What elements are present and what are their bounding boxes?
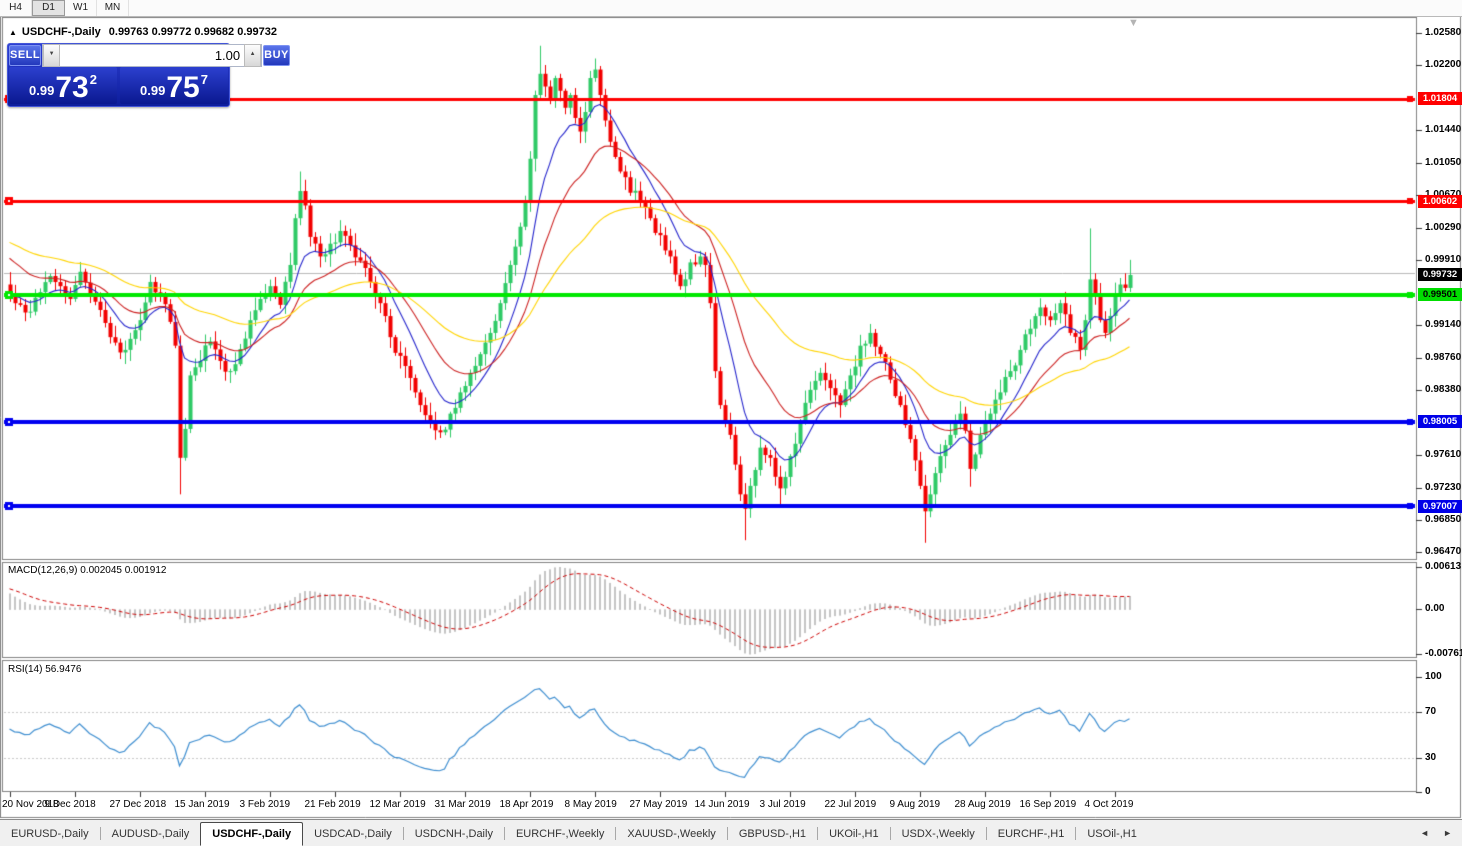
price-axis-label: 0.97230	[1425, 481, 1462, 493]
tab-scroll-right-icon[interactable]: ►	[1443, 828, 1452, 838]
price-level-badge: 0.99501	[1418, 288, 1462, 302]
timeframe-toolbar: H4 D1 W1 MN	[0, 0, 1462, 17]
price-axis-label: 0.96470	[1425, 546, 1462, 558]
date-axis-label: 9 Dec 2018	[44, 799, 96, 810]
date-axis-label: 21 Feb 2019	[304, 799, 361, 810]
buy-price-pip: 7	[200, 72, 208, 87]
timeframe-button-d1[interactable]: D1	[32, 0, 65, 16]
rsi-indicator-label: RSI(14) 56.9476	[8, 664, 82, 675]
tab-divider	[1075, 827, 1077, 840]
chart-symbol: USDCHF-,Daily	[21, 26, 101, 38]
price-axis-label: 0.99910	[1425, 253, 1462, 265]
rsi-axis-label: 30	[1425, 751, 1437, 763]
date-axis-label: 4 Oct 2019	[1084, 799, 1134, 810]
date-axis-label: 27 Dec 2018	[109, 799, 167, 810]
collapse-panel-icon[interactable]: ▲	[9, 28, 17, 37]
sell-price-small: 0.99	[29, 83, 55, 98]
date-axis-label: 9 Aug 2019	[889, 799, 941, 810]
chart-tab-usoil-h1[interactable]: USOil-,H1	[1087, 828, 1137, 840]
date-axis-label: 14 Jun 2019	[694, 799, 750, 810]
price-level-badge: 1.00602	[1418, 194, 1462, 208]
price-axis-label: 1.00290	[1425, 221, 1462, 233]
price-axis-label: 0.97610	[1425, 449, 1462, 461]
date-axis-label: 3 Jul 2019	[759, 799, 806, 810]
sell-price-pip: 2	[89, 72, 97, 87]
macd-axis-label: -0.00761	[1425, 648, 1462, 659]
timeframe-button-w1[interactable]: W1	[65, 0, 97, 16]
date-axis-label: 28 Aug 2019	[954, 799, 1011, 810]
date-axis-label: 15 Jan 2019	[174, 799, 230, 810]
buy-button[interactable]: BUY	[263, 45, 290, 66]
timeframe-button-mn[interactable]: MN	[97, 0, 129, 16]
price-level-badge: 1.01804	[1418, 92, 1462, 106]
sell-price-display[interactable]: 0.99 73 2	[9, 67, 117, 104]
macd-axis-label: 0.00	[1425, 603, 1445, 615]
chart-tab-usdcad-daily[interactable]: USDCAD-,Daily	[314, 828, 392, 840]
price-axis-label: 1.02580	[1425, 26, 1462, 38]
buy-price-big: 75	[166, 71, 200, 104]
tab-divider	[503, 827, 505, 840]
volume-input[interactable]	[60, 45, 245, 66]
price-axis-label: 1.01050	[1425, 156, 1462, 168]
current-price-badge: 0.99732	[1418, 268, 1462, 282]
rsi-axis-label: 0	[1425, 786, 1431, 797]
date-axis-label: 31 Mar 2019	[434, 799, 491, 810]
tab-divider	[615, 827, 617, 840]
buy-price-small: 0.99	[140, 83, 166, 98]
date-axis-label: 8 May 2019	[564, 799, 617, 810]
chart-ohlc-values: 0.99763 0.99772 0.99682 0.99732	[108, 26, 277, 38]
chart-tab-usdcnh-daily[interactable]: USDCNH-,Daily	[414, 828, 493, 840]
chart-tab-ukoil-h1[interactable]: UKOil-,H1	[829, 828, 879, 840]
tab-divider	[99, 827, 101, 840]
date-axis-label: 18 Apr 2019	[499, 799, 554, 810]
sell-button[interactable]: SELL	[9, 45, 42, 66]
chart-tab-audusd-daily[interactable]: AUDUSD-,Daily	[111, 828, 190, 840]
volume-increase-icon[interactable]: ▲	[244, 44, 262, 67]
date-axis-label: 20 Nov 2018	[2, 799, 59, 810]
chart-title: ▲ USDCHF-,Daily 0.99763 0.99772 0.99682 0.…	[9, 26, 277, 38]
date-axis-label: 22 Jul 2019	[824, 799, 877, 810]
price-axis-label: 0.98380	[1425, 383, 1462, 395]
price-level-badge: 0.97007	[1418, 499, 1462, 513]
tab-scroll-left-icon[interactable]: ◄	[1420, 828, 1430, 838]
tab-divider	[985, 827, 987, 840]
price-axis-label: 0.96850	[1425, 513, 1462, 525]
chart-tab-usdchf-daily[interactable]: USDCHF-,Daily	[200, 822, 304, 846]
rsi-axis-label: 70	[1425, 705, 1437, 717]
chart-tab-usdx-weekly[interactable]: USDX-,Weekly	[901, 828, 975, 840]
price-axis-label: 0.98760	[1425, 351, 1462, 363]
chart-tab-gbpusd-h1[interactable]: GBPUSD-,H1	[738, 828, 807, 840]
buy-price-display[interactable]: 0.99 75 7	[120, 67, 228, 104]
timeframe-button-h4[interactable]: H4	[0, 0, 32, 16]
price-axis-label: 0.99140	[1425, 319, 1462, 331]
chart-tab-bar: EURUSD-,Daily AUDUSD-,Daily USDCHF-,Daily U…	[0, 819, 1462, 846]
tab-divider	[889, 827, 891, 840]
one-click-trading-panel: SELL ▼ ▲ BUY 0.99 73 2 0.99 75 7	[7, 43, 290, 107]
tab-divider	[726, 827, 728, 840]
chart-shift-marker-icon[interactable]: ▼	[1128, 17, 1139, 29]
chart-tab-xauusd-weekly[interactable]: XAUUSD-,Weekly	[627, 828, 716, 840]
macd-indicator-label: MACD(12,26,9) 0.002045 0.001912	[8, 565, 167, 576]
tab-divider	[402, 827, 404, 840]
chart-tab-eurchf-h1[interactable]: EURCHF-,H1	[997, 828, 1065, 840]
rsi-axis-label: 100	[1425, 671, 1442, 682]
chart-tab-eurusd-daily[interactable]: EURUSD-,Daily	[11, 828, 89, 840]
date-axis-label: 3 Feb 2019	[239, 799, 291, 810]
volume-decrease-icon[interactable]: ▼	[43, 44, 61, 67]
date-axis-label: 16 Sep 2019	[1019, 799, 1077, 810]
tab-divider	[817, 827, 819, 840]
chart-tab-eurchf-weekly[interactable]: EURCHF-,Weekly	[515, 828, 605, 840]
date-axis-label: 27 May 2019	[629, 799, 688, 810]
macd-axis-label: 0.00613	[1425, 561, 1462, 572]
price-axis-label: 1.02200	[1425, 59, 1462, 71]
price-axis-label: 1.01440	[1425, 123, 1462, 135]
sell-price-big: 73	[55, 71, 89, 104]
volume-stepper: ▼ ▲	[42, 44, 263, 67]
tab-scroll-arrows: ◄ ►	[1420, 828, 1452, 838]
date-axis-label: 12 Mar 2019	[369, 799, 426, 810]
price-level-badge: 0.98005	[1418, 415, 1462, 429]
